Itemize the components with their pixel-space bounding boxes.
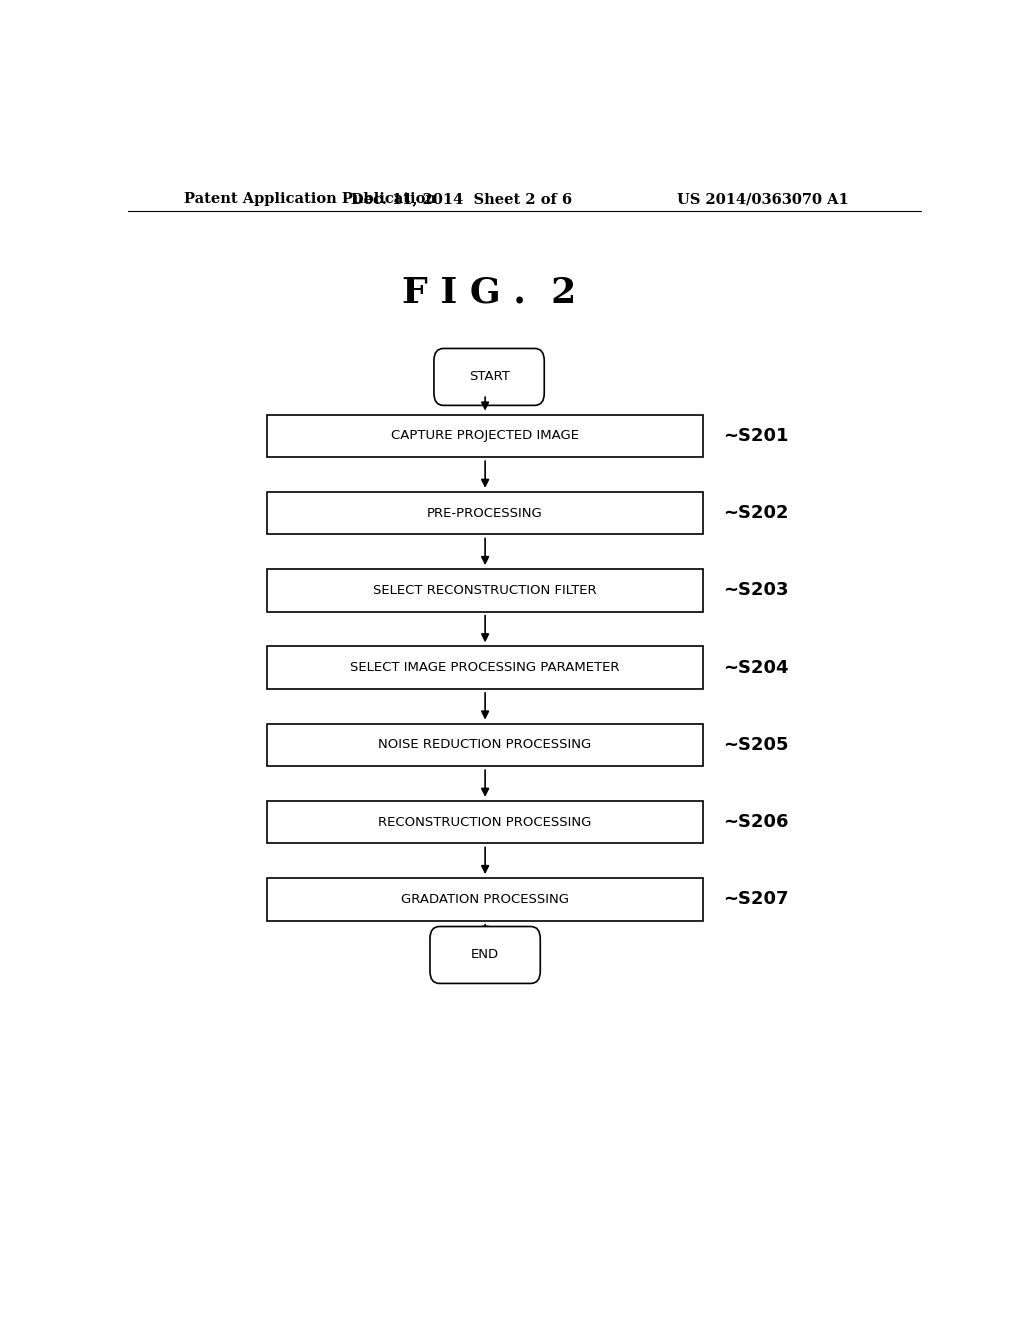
Text: ~S204: ~S204 [723,659,788,677]
FancyBboxPatch shape [267,492,703,535]
Text: SELECT IMAGE PROCESSING PARAMETER: SELECT IMAGE PROCESSING PARAMETER [350,661,620,675]
FancyBboxPatch shape [267,414,703,457]
Text: NOISE REDUCTION PROCESSING: NOISE REDUCTION PROCESSING [379,738,592,751]
FancyBboxPatch shape [267,878,703,921]
Text: Dec. 11, 2014  Sheet 2 of 6: Dec. 11, 2014 Sheet 2 of 6 [351,191,571,206]
Text: SELECT RECONSTRUCTION FILTER: SELECT RECONSTRUCTION FILTER [374,583,597,597]
Text: RECONSTRUCTION PROCESSING: RECONSTRUCTION PROCESSING [379,816,592,829]
Text: CAPTURE PROJECTED IMAGE: CAPTURE PROJECTED IMAGE [391,429,580,442]
Text: ~S207: ~S207 [723,891,788,908]
Text: US 2014/0363070 A1: US 2014/0363070 A1 [677,191,849,206]
FancyBboxPatch shape [267,569,703,611]
Text: ~S205: ~S205 [723,735,788,754]
Text: Patent Application Publication: Patent Application Publication [183,191,435,206]
FancyBboxPatch shape [434,348,544,405]
Text: END: END [471,949,499,961]
FancyBboxPatch shape [430,927,541,983]
Text: GRADATION PROCESSING: GRADATION PROCESSING [401,892,569,906]
FancyBboxPatch shape [267,801,703,843]
Text: ~S201: ~S201 [723,426,788,445]
FancyBboxPatch shape [267,723,703,766]
Text: START: START [469,371,510,383]
Text: ~S202: ~S202 [723,504,788,523]
Text: ~S203: ~S203 [723,581,788,599]
Text: ~S206: ~S206 [723,813,788,832]
FancyBboxPatch shape [267,647,703,689]
Text: PRE-PROCESSING: PRE-PROCESSING [427,507,543,520]
Text: F I G .  2: F I G . 2 [402,276,577,310]
